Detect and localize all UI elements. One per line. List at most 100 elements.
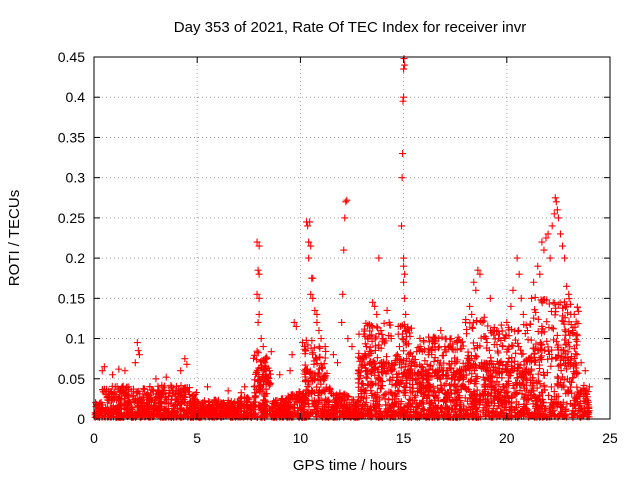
data-point <box>267 348 275 356</box>
data-point <box>565 318 573 326</box>
data-point <box>255 242 263 250</box>
data-point <box>345 403 353 411</box>
data-point <box>305 254 313 262</box>
data-point <box>250 406 258 414</box>
data-point <box>253 369 261 377</box>
data-point <box>199 402 207 410</box>
data-point <box>428 398 436 406</box>
data-point <box>266 379 274 387</box>
data-point <box>115 365 123 373</box>
data-point <box>292 322 300 330</box>
data-point <box>109 408 117 416</box>
data-point <box>397 364 405 372</box>
data-point <box>566 343 574 351</box>
data-point <box>479 398 487 406</box>
data-point <box>160 405 168 413</box>
data-point <box>494 402 502 410</box>
data-point <box>321 387 329 395</box>
data-point <box>480 404 488 412</box>
data-point <box>510 390 518 398</box>
data-point <box>255 294 263 302</box>
data-point <box>307 242 315 250</box>
data-point <box>405 395 413 403</box>
data-point <box>573 303 581 311</box>
data-point <box>342 404 350 412</box>
data-point <box>468 310 476 318</box>
data-point <box>317 380 325 388</box>
data-point <box>140 385 148 393</box>
data-point <box>570 355 578 363</box>
data-point <box>397 322 405 330</box>
data-point <box>574 307 582 315</box>
data-point <box>253 238 261 246</box>
data-point <box>454 386 462 394</box>
data-point <box>143 412 151 420</box>
data-point <box>556 230 564 238</box>
data-point <box>237 395 245 403</box>
data-point <box>297 398 305 406</box>
data-point <box>146 383 154 391</box>
data-point <box>502 331 510 339</box>
data-point <box>503 367 511 375</box>
data-point <box>243 402 251 410</box>
data-point <box>381 395 389 403</box>
data-point <box>368 331 376 339</box>
data-point <box>436 375 444 383</box>
data-point <box>580 405 588 413</box>
data-point <box>563 354 571 362</box>
data-point <box>543 337 551 345</box>
data-point <box>285 402 293 410</box>
data-point <box>490 341 498 349</box>
data-point <box>399 150 407 158</box>
data-point <box>550 336 558 344</box>
y-tick-label: 0.1 <box>66 331 86 347</box>
data-point <box>306 369 314 377</box>
data-point <box>150 402 158 410</box>
data-point <box>399 97 407 105</box>
data-point <box>523 327 531 335</box>
data-point <box>408 413 416 421</box>
data-point <box>313 318 321 326</box>
chart-title: Day 353 of 2021, Rate Of TEC Index for r… <box>174 19 526 36</box>
data-point <box>104 399 112 407</box>
data-point <box>375 373 383 381</box>
data-point <box>341 391 349 399</box>
data-point <box>482 411 490 419</box>
data-point <box>531 393 539 401</box>
data-point <box>158 387 166 395</box>
data-point <box>310 360 318 368</box>
data-point <box>494 347 502 355</box>
data-point <box>459 376 467 384</box>
data-point <box>166 389 174 397</box>
data-point <box>563 282 571 290</box>
data-point <box>317 335 325 343</box>
data-point <box>191 401 199 409</box>
data-point <box>453 339 461 347</box>
plot-frame <box>93 56 611 420</box>
data-point <box>569 413 577 421</box>
data-point <box>109 394 117 402</box>
data-point <box>508 394 516 402</box>
data-point <box>521 368 529 376</box>
data-point <box>469 392 477 400</box>
data-point <box>567 300 575 308</box>
data-point <box>549 325 557 333</box>
data-point <box>330 392 338 400</box>
data-point <box>280 410 288 418</box>
data-point <box>572 359 580 367</box>
data-point <box>444 410 452 418</box>
data-point <box>544 343 552 351</box>
data-point <box>542 234 550 242</box>
data-point <box>437 327 445 335</box>
data-point <box>253 356 261 364</box>
data-point <box>425 382 433 390</box>
data-point <box>252 389 260 397</box>
data-point <box>473 386 481 394</box>
data-point <box>524 409 532 417</box>
data-point <box>505 345 513 353</box>
data-point <box>364 407 372 415</box>
data-point <box>301 378 309 386</box>
data-point <box>548 324 556 332</box>
data-point <box>416 334 424 342</box>
